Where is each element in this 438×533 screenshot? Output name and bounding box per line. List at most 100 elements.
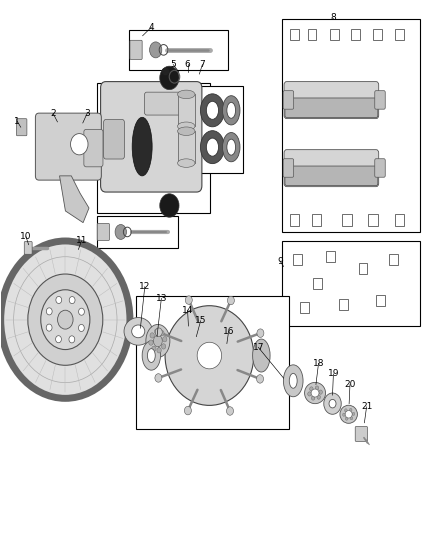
Ellipse shape [311,389,319,397]
Ellipse shape [150,42,162,58]
Text: 12: 12 [139,282,151,291]
FancyBboxPatch shape [35,113,101,180]
Circle shape [160,330,164,336]
Circle shape [315,386,319,390]
Bar [376,295,385,306]
Bar [97,216,177,248]
FancyBboxPatch shape [284,82,379,119]
Circle shape [155,329,159,334]
Bar [359,263,367,273]
FancyBboxPatch shape [97,223,110,240]
Bar [389,254,398,265]
Ellipse shape [153,335,162,347]
Ellipse shape [115,224,127,239]
FancyBboxPatch shape [130,41,142,60]
Circle shape [69,296,75,304]
Ellipse shape [201,94,224,127]
FancyBboxPatch shape [283,159,293,177]
Circle shape [185,296,192,304]
Bar [283,241,420,326]
Bar [326,251,335,262]
FancyBboxPatch shape [145,92,190,115]
Text: 11: 11 [76,237,87,246]
Circle shape [160,66,179,90]
Ellipse shape [177,90,195,99]
Text: 16: 16 [223,327,234,336]
Circle shape [257,329,264,337]
Bar [290,214,299,226]
Ellipse shape [223,96,240,125]
Bar [342,214,352,226]
Circle shape [343,413,345,416]
FancyBboxPatch shape [355,426,367,441]
Ellipse shape [142,341,160,370]
Ellipse shape [227,102,236,118]
Text: 9: 9 [277,257,283,265]
FancyBboxPatch shape [284,150,379,187]
Circle shape [71,134,88,155]
FancyBboxPatch shape [285,98,378,118]
Text: 18: 18 [313,359,324,368]
Ellipse shape [304,382,325,403]
Bar [97,83,210,213]
FancyBboxPatch shape [16,119,27,136]
Text: 10: 10 [20,232,32,241]
Circle shape [1,241,130,398]
Bar [311,214,321,226]
Ellipse shape [206,101,219,119]
Circle shape [46,308,52,315]
Bar [177,94,195,126]
Text: 8: 8 [331,13,336,22]
FancyBboxPatch shape [24,241,32,254]
Text: 20: 20 [344,380,356,389]
Bar [395,29,404,39]
Circle shape [155,328,162,336]
Circle shape [226,407,233,415]
Circle shape [155,374,162,382]
Ellipse shape [148,349,155,362]
Circle shape [149,340,153,345]
Bar [300,302,308,313]
Ellipse shape [283,365,303,397]
Circle shape [150,333,154,338]
Circle shape [41,290,90,350]
Text: 21: 21 [361,402,372,411]
Ellipse shape [201,131,224,164]
Bar [351,29,360,39]
Circle shape [78,325,84,332]
Ellipse shape [146,325,170,358]
Bar [368,214,378,226]
Circle shape [324,393,341,414]
FancyBboxPatch shape [285,166,378,185]
Bar [307,29,316,39]
Polygon shape [60,176,89,223]
Circle shape [69,336,75,343]
FancyBboxPatch shape [375,159,385,177]
Ellipse shape [165,306,254,406]
Circle shape [162,344,166,349]
Bar [373,29,382,39]
Circle shape [345,409,347,412]
Circle shape [319,390,322,394]
Circle shape [78,308,85,315]
Ellipse shape [289,373,297,388]
Text: 6: 6 [185,60,191,69]
Circle shape [257,375,264,383]
Circle shape [308,392,311,396]
Bar [395,214,404,226]
Circle shape [162,337,167,342]
FancyBboxPatch shape [84,130,103,167]
Bar [293,254,302,265]
Ellipse shape [227,139,236,155]
Ellipse shape [124,318,152,345]
Text: 14: 14 [182,305,193,314]
Text: 13: 13 [155,294,167,303]
Ellipse shape [132,325,145,338]
Circle shape [46,324,52,331]
Ellipse shape [177,127,195,135]
Circle shape [350,417,353,420]
Bar [130,30,228,70]
Ellipse shape [253,339,270,372]
Text: 7: 7 [200,60,205,69]
Bar [136,296,289,429]
